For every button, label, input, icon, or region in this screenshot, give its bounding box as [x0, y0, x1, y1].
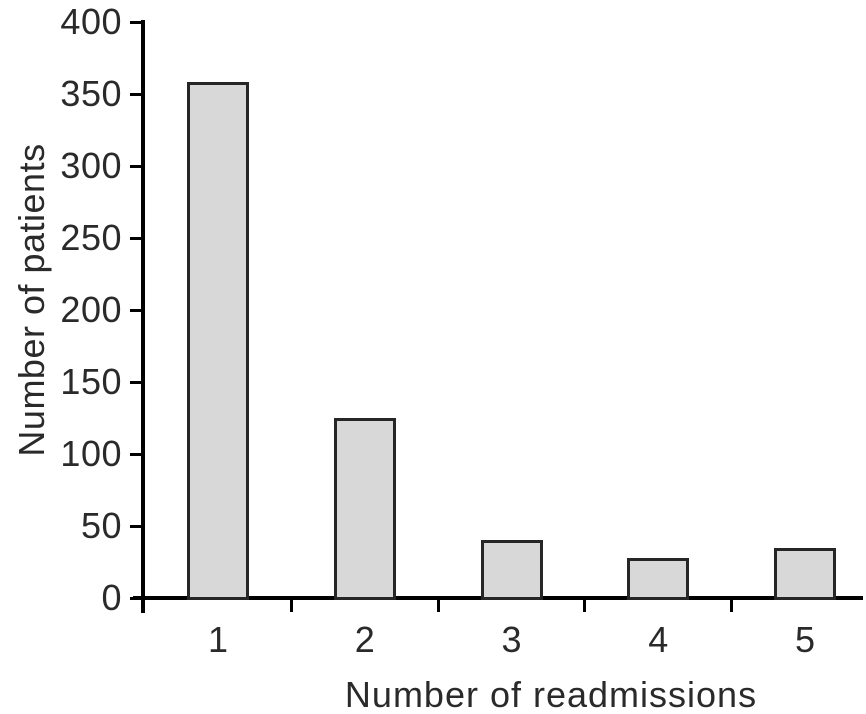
x-category-label-2: 2 [354, 619, 375, 660]
y-tick-label: 0 [101, 577, 122, 618]
bar-readmissions-2 [333, 418, 396, 600]
x-tick-mark [730, 598, 734, 612]
y-tick-label: 300 [60, 145, 122, 186]
y-tick-label: 150 [60, 361, 122, 402]
x-category-label-1: 1 [207, 619, 229, 660]
x-tick-mark [289, 598, 293, 612]
y-tick-label: 250 [60, 217, 122, 258]
y-tick-mark [130, 524, 143, 528]
y-tick-mark [130, 596, 143, 600]
y-tick-label: 400 [60, 1, 122, 42]
y-tick-mark [130, 308, 143, 312]
x-tick-mark [436, 598, 440, 612]
x-tick-mark [583, 598, 587, 612]
y-tick-mark [130, 380, 143, 384]
y-tick-mark [130, 236, 143, 240]
y-tick-mark [130, 20, 143, 24]
y-axis-line [141, 20, 145, 613]
y-tick-mark [130, 164, 143, 168]
bar-readmissions-5 [774, 547, 836, 600]
bar-readmissions-4 [627, 557, 690, 600]
x-category-label-4: 4 [648, 619, 669, 660]
x-category-label-3: 3 [501, 619, 522, 660]
y-tick-label: 100 [60, 433, 122, 474]
y-tick-mark [130, 92, 143, 96]
bar-readmissions-1 [187, 82, 249, 600]
x-axis-title: Number of readmissions [344, 674, 758, 714]
x-category-label-5: 5 [794, 619, 816, 660]
bar-readmissions-3 [480, 540, 543, 600]
y-tick-mark [130, 452, 143, 456]
y-tick-label: 200 [60, 289, 122, 330]
y-tick-label: 50 [80, 505, 122, 546]
y-tick-label: 350 [60, 73, 122, 114]
